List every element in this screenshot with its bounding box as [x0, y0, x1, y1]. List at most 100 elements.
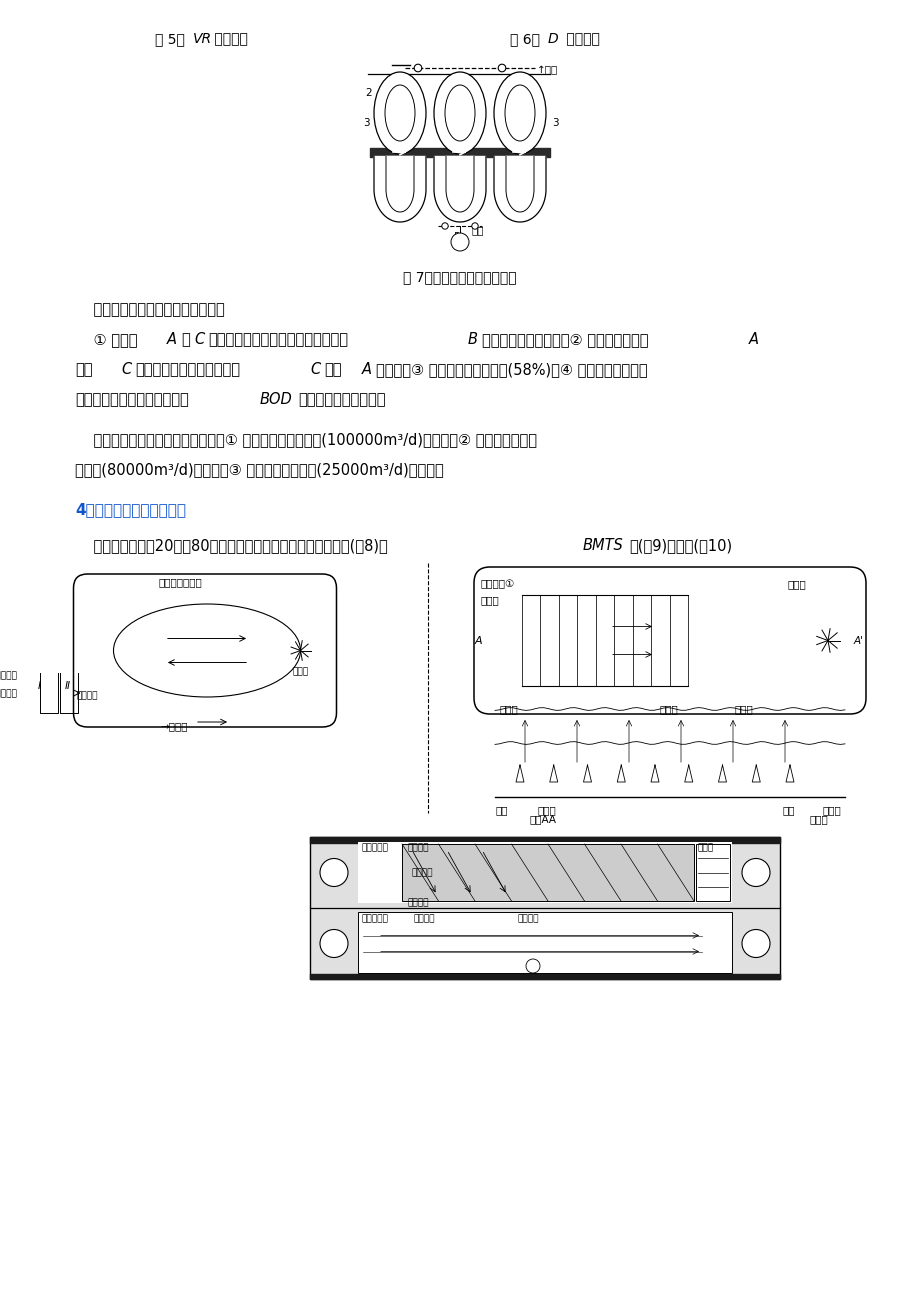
- Text: 2: 2: [365, 89, 371, 98]
- Circle shape: [414, 64, 421, 72]
- Text: 沉淀区: 沉淀区: [499, 704, 518, 713]
- Text: 浮渣隔板: 浮渣隔板: [412, 868, 433, 878]
- Text: D: D: [548, 33, 558, 46]
- Text: B: B: [456, 99, 463, 112]
- Bar: [357, 842, 732, 904]
- Text: BOD: BOD: [260, 392, 292, 408]
- Text: 4、曝气沉淀一体化氧化沟: 4、曝气沉淀一体化氧化沟: [75, 503, 186, 517]
- Text: A: A: [748, 332, 758, 348]
- Text: 沟流出；③ 曝气器的利用率较高(58%)；④ 交替运行的方式，: 沟流出；③ 曝气器的利用率较高(58%)；④ 交替运行的方式，: [376, 362, 647, 378]
- Text: A: A: [167, 332, 176, 348]
- Polygon shape: [434, 156, 485, 223]
- Text: 曝气区: 曝气区: [823, 805, 841, 815]
- Text: 3: 3: [551, 118, 558, 128]
- Text: A': A': [853, 635, 863, 646]
- Ellipse shape: [494, 72, 545, 154]
- Bar: [357, 911, 732, 973]
- Text: 型(图9)、船型(图10): 型(图9)、船型(图10): [629, 538, 732, 553]
- Text: A: A: [361, 362, 371, 378]
- Ellipse shape: [384, 85, 414, 141]
- Text: 处理厂(80000m³/d)，三沟；③ 南通市污水处理厂(25000m³/d)，五沟。: 处理厂(80000m³/d)，三沟；③ 南通市污水处理厂(25000m³/d)，…: [75, 462, 443, 477]
- Text: 隔墙: 隔墙: [494, 805, 507, 815]
- Text: →处理水: →处理水: [160, 721, 187, 730]
- Text: 沟则一直充作曝气池；② 原废水交替地从: 沟则一直充作曝气池；② 原废水交替地从: [482, 332, 648, 348]
- Text: A: A: [474, 635, 482, 646]
- Text: 2: 2: [457, 118, 462, 128]
- Text: 二沟交替地作为曝气池和沉淀池，而: 二沟交替地作为曝气池和沉淀池，而: [208, 332, 347, 348]
- Text: 、: 、: [181, 332, 189, 348]
- Text: C: C: [194, 332, 204, 348]
- Text: 型氧化沟: 型氧化沟: [562, 33, 599, 46]
- Text: 为脱氮创造了条件，有良好的: 为脱氮创造了条件，有良好的: [75, 392, 188, 408]
- Text: C: C: [310, 362, 320, 378]
- Text: 2: 2: [396, 118, 403, 128]
- Circle shape: [441, 223, 448, 229]
- Text: ↑进水: ↑进水: [537, 65, 558, 76]
- Text: 3: 3: [363, 118, 369, 128]
- Circle shape: [498, 64, 505, 72]
- Text: 曝气器: 曝气器: [292, 668, 308, 677]
- Text: 预处理: 预处理: [480, 595, 498, 605]
- Circle shape: [742, 858, 769, 887]
- Circle shape: [320, 930, 347, 957]
- Text: II: II: [64, 681, 71, 691]
- Text: 进水: 进水: [471, 225, 484, 234]
- Text: 浮渣出口: 浮渣出口: [517, 914, 539, 923]
- FancyBboxPatch shape: [74, 574, 336, 727]
- Text: 废水来自预处理: 废水来自预处理: [158, 577, 201, 587]
- Ellipse shape: [113, 604, 301, 697]
- Text: C: C: [516, 99, 524, 112]
- Text: 剖面AA: 剖面AA: [529, 814, 556, 824]
- Text: C: C: [121, 362, 131, 378]
- Text: 废水来自①: 废水来自①: [480, 579, 514, 589]
- Text: 去除效果和脱氮效果。: 去除效果和脱氮效果。: [298, 392, 385, 408]
- Text: 图 5：: 图 5：: [154, 33, 185, 46]
- Text: 回流污泥: 回流污泥: [76, 691, 98, 700]
- Text: 交替工作氧化沟的主要工程实例：① 邯郸市东污水处理厂(100000m³/d)，三沟；② 苏州市河西污水: 交替工作氧化沟的主要工程实例：① 邯郸市东污水处理厂(100000m³/d)，三…: [75, 432, 537, 447]
- Text: 图 6：: 图 6：: [509, 33, 539, 46]
- Text: 集水管: 集水管: [537, 805, 555, 815]
- Text: 曝气区: 曝气区: [788, 579, 806, 589]
- Text: B: B: [468, 332, 478, 348]
- Text: 隔墙: 隔墙: [782, 805, 795, 815]
- Text: 集水管: 集水管: [734, 704, 753, 713]
- Circle shape: [742, 930, 769, 957]
- Bar: [402, 844, 693, 901]
- Text: 图 7：三沟交替工作的氧化沟: 图 7：三沟交替工作的氧化沟: [403, 270, 516, 284]
- Text: 5: 5: [452, 232, 459, 242]
- Circle shape: [320, 858, 347, 887]
- Circle shape: [471, 223, 478, 229]
- Text: ① 两侧的: ① 两侧的: [75, 332, 137, 348]
- Text: 一体化氧化沟是20世纪80年代由美国开发的，主要有：侧沟型(图8)、: 一体化氧化沟是20世纪80年代由美国开发的，主要有：侧沟型(图8)、: [75, 538, 387, 553]
- Bar: [310, 837, 779, 979]
- Text: BMTS: BMTS: [583, 538, 623, 553]
- Text: 沉淀区: 沉淀区: [809, 814, 828, 824]
- Text: 污泥排出口: 污泥排出口: [361, 842, 389, 852]
- Text: 淀池的侧渠: 淀池的侧渠: [0, 689, 17, 698]
- Text: I: I: [38, 681, 40, 691]
- Polygon shape: [494, 156, 545, 223]
- Ellipse shape: [445, 85, 474, 141]
- Text: 污泥排出口: 污泥排出口: [361, 914, 389, 923]
- Polygon shape: [374, 156, 425, 223]
- Ellipse shape: [505, 85, 535, 141]
- Text: 2: 2: [516, 118, 523, 128]
- Text: VR: VR: [193, 33, 212, 46]
- FancyBboxPatch shape: [473, 566, 865, 713]
- Polygon shape: [505, 156, 533, 212]
- Ellipse shape: [434, 72, 485, 154]
- Text: 浮渣回流: 浮渣回流: [413, 914, 434, 923]
- Text: 处理水: 处理水: [659, 704, 678, 713]
- Circle shape: [450, 233, 469, 251]
- Circle shape: [526, 960, 539, 973]
- Text: 沟和: 沟和: [75, 362, 93, 378]
- Text: A: A: [395, 99, 403, 112]
- Text: 其中的三沟式氧化沟，特点如下：: 其中的三沟式氧化沟，特点如下：: [75, 302, 224, 316]
- Text: 型氧化沟: 型氧化沟: [210, 33, 247, 46]
- Text: 浮渣出口: 浮渣出口: [406, 842, 428, 852]
- Bar: [696, 844, 729, 901]
- Text: 作为二次沉: 作为二次沉: [0, 671, 17, 680]
- Polygon shape: [446, 156, 473, 212]
- Polygon shape: [386, 156, 414, 212]
- Text: 浮渣槽: 浮渣槽: [698, 842, 713, 852]
